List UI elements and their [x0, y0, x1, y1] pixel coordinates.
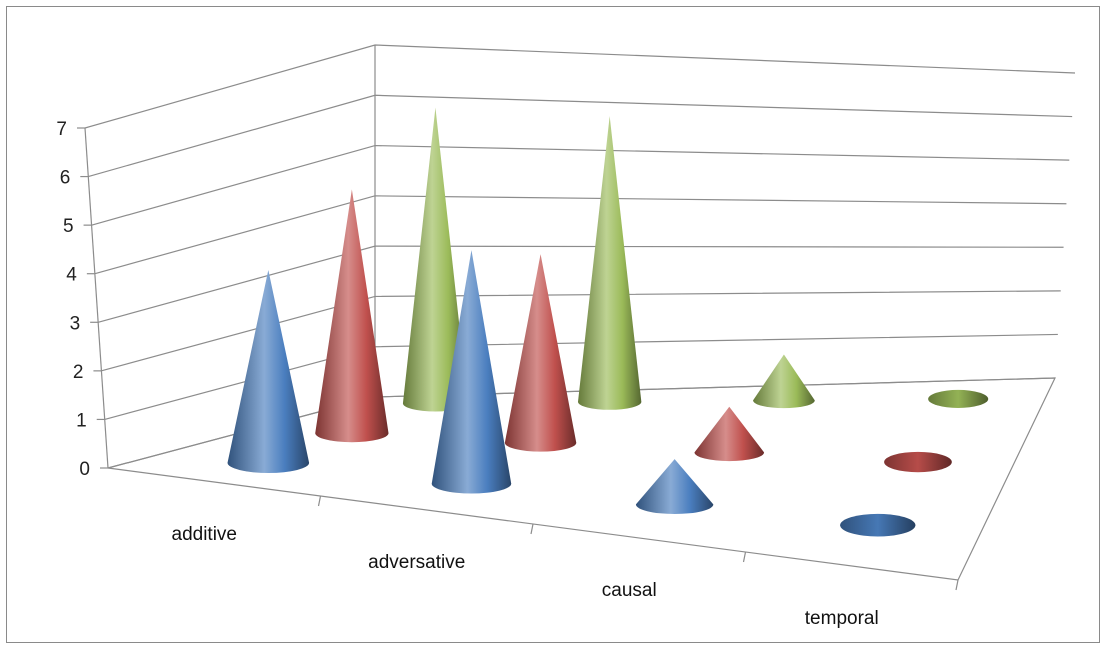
- axes: [84, 45, 1056, 581]
- category-label: temporal: [805, 608, 879, 629]
- category-label: adversative: [368, 552, 465, 573]
- cone-mark: [577, 116, 642, 410]
- cone-mark: [753, 354, 815, 409]
- y-tick-label: 5: [63, 216, 74, 237]
- gridline: [97, 245, 1064, 323]
- gridline: [88, 94, 1073, 178]
- gridline: [91, 144, 1070, 226]
- gridline: [94, 195, 1067, 275]
- cone-mark: [227, 269, 310, 473]
- cone-mark: [694, 406, 765, 462]
- cone-mark: [884, 451, 952, 473]
- gridline: [84, 44, 1076, 129]
- category-labels: additive adversative causal temporal: [172, 495, 959, 629]
- category-label: causal: [602, 580, 657, 601]
- cones: [227, 107, 989, 537]
- x-tick-mark: [742, 551, 747, 563]
- cone-mark: [635, 459, 714, 515]
- x-tick-mark: [317, 495, 322, 507]
- gridline: [101, 290, 1061, 372]
- y-axis-line: [84, 127, 109, 469]
- y-tick-label: 4: [66, 265, 77, 286]
- category-label: additive: [172, 524, 238, 545]
- cone-mark: [504, 254, 577, 452]
- y-tick-label: 2: [73, 362, 84, 383]
- cone-mark: [431, 250, 512, 494]
- cone-mark: [315, 189, 389, 443]
- y-tick-labels: 0 1 2 3 4 5 6 7: [56, 119, 108, 480]
- y-tick-label: 6: [60, 168, 71, 189]
- x-tick-mark: [530, 523, 534, 535]
- y-tick-label: 7: [56, 119, 67, 140]
- cone-mark: [402, 107, 468, 412]
- x-tick-mark: [955, 579, 959, 591]
- y-tick-label: 3: [70, 313, 81, 334]
- y-tick-label: 1: [76, 410, 87, 431]
- cone-mark: [840, 513, 916, 537]
- cone-mark: [928, 389, 989, 408]
- y-tick-label: 0: [79, 459, 90, 480]
